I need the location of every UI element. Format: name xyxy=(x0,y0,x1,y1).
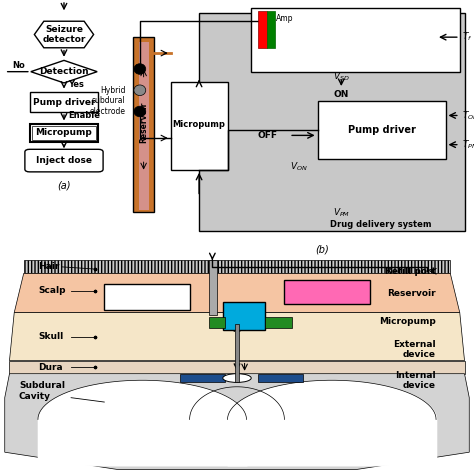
Text: Micropump: Micropump xyxy=(379,317,436,326)
FancyBboxPatch shape xyxy=(30,92,99,112)
FancyBboxPatch shape xyxy=(199,13,465,231)
Text: Drug delivery system: Drug delivery system xyxy=(330,220,431,229)
Text: OFF: OFF xyxy=(258,131,278,140)
Text: Internal
device: Internal device xyxy=(395,371,436,390)
Text: $T_{ON}$: $T_{ON}$ xyxy=(462,109,474,122)
Text: External
device: External device xyxy=(393,340,436,359)
FancyBboxPatch shape xyxy=(209,260,217,315)
Text: $V_{ON}$: $V_{ON}$ xyxy=(290,161,308,173)
FancyBboxPatch shape xyxy=(265,317,292,328)
Text: Seizure
detector: Seizure detector xyxy=(42,25,86,44)
Text: $V_{PM}$: $V_{PM}$ xyxy=(333,206,350,219)
Text: Reservoir: Reservoir xyxy=(139,101,148,143)
Polygon shape xyxy=(34,21,94,48)
Polygon shape xyxy=(24,260,450,273)
Text: Pump driver: Pump driver xyxy=(33,98,95,107)
Text: Dura: Dura xyxy=(38,363,63,372)
Text: Reservoir: Reservoir xyxy=(387,289,436,298)
Text: Hybrid
subdural
electrode: Hybrid subdural electrode xyxy=(90,86,126,116)
Text: Skull: Skull xyxy=(38,332,63,341)
Text: ON: ON xyxy=(334,90,349,99)
FancyBboxPatch shape xyxy=(171,82,228,170)
Polygon shape xyxy=(9,361,465,374)
Polygon shape xyxy=(31,60,97,83)
FancyBboxPatch shape xyxy=(133,37,154,212)
Text: Refill port: Refill port xyxy=(385,267,436,276)
FancyBboxPatch shape xyxy=(258,374,303,383)
Ellipse shape xyxy=(134,106,146,117)
FancyBboxPatch shape xyxy=(30,124,99,142)
FancyBboxPatch shape xyxy=(104,284,190,310)
Text: Enable: Enable xyxy=(68,110,100,119)
Text: Hair: Hair xyxy=(38,263,59,271)
FancyBboxPatch shape xyxy=(251,8,460,72)
Ellipse shape xyxy=(134,64,146,74)
Text: Micropump: Micropump xyxy=(173,120,226,129)
Text: (a): (a) xyxy=(57,181,71,191)
Bar xyxy=(235,324,239,383)
Text: No: No xyxy=(12,61,25,70)
Text: $T_{PM}$: $T_{PM}$ xyxy=(462,138,474,151)
Text: Yes: Yes xyxy=(68,80,83,89)
FancyBboxPatch shape xyxy=(223,302,265,330)
FancyBboxPatch shape xyxy=(180,374,225,383)
Text: (b): (b) xyxy=(315,245,329,255)
FancyBboxPatch shape xyxy=(209,317,225,328)
Ellipse shape xyxy=(134,85,146,96)
Polygon shape xyxy=(9,313,465,361)
Text: $T_f$: $T_f$ xyxy=(462,31,473,44)
Text: Detection: Detection xyxy=(39,67,89,76)
FancyBboxPatch shape xyxy=(284,280,370,304)
Polygon shape xyxy=(14,273,460,313)
Text: Scalp: Scalp xyxy=(38,286,65,295)
Text: V: V xyxy=(260,14,266,23)
Polygon shape xyxy=(5,374,469,470)
FancyBboxPatch shape xyxy=(139,43,149,210)
Text: Subdural
Cavity: Subdural Cavity xyxy=(19,382,65,401)
Bar xyxy=(258,10,267,48)
Text: $V_{SD}$: $V_{SD}$ xyxy=(333,71,350,83)
Text: Micropump: Micropump xyxy=(36,128,92,137)
Text: Amp: Amp xyxy=(276,14,293,23)
Text: Pump driver: Pump driver xyxy=(347,125,416,135)
FancyBboxPatch shape xyxy=(25,149,103,172)
FancyBboxPatch shape xyxy=(318,101,446,159)
Ellipse shape xyxy=(223,374,251,383)
Bar xyxy=(267,10,275,48)
Text: Inject dose: Inject dose xyxy=(36,156,92,165)
